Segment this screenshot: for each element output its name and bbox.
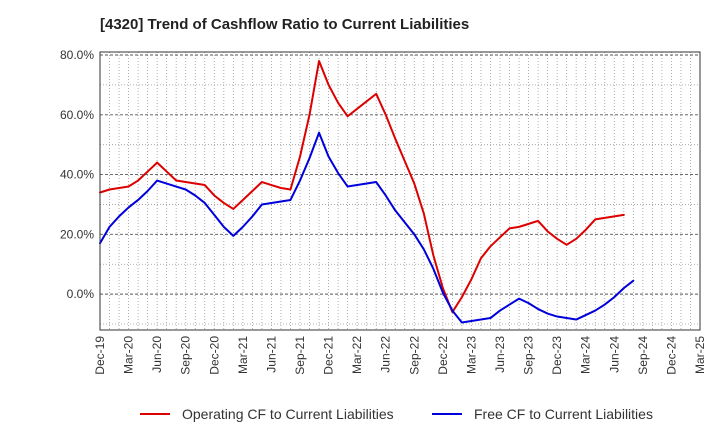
x-tick-label: Dec-20 bbox=[207, 336, 221, 375]
y-tick-label: 40.0% bbox=[60, 168, 94, 182]
x-tick-label: Sep-23 bbox=[522, 336, 536, 375]
y-tick-label: 0.0% bbox=[67, 287, 95, 301]
x-tick-label: Jun-23 bbox=[493, 336, 507, 373]
x-tick-label: Sep-24 bbox=[636, 336, 650, 375]
x-tick-label: Jun-22 bbox=[379, 336, 393, 373]
plot-area bbox=[100, 52, 700, 330]
x-tick-label: Jun-20 bbox=[150, 336, 164, 373]
grid-layer bbox=[100, 52, 700, 330]
chart-title: [4320] Trend of Cashflow Ratio to Curren… bbox=[100, 16, 470, 33]
series-line-1 bbox=[99, 131, 635, 324]
x-tick-label: Sep-20 bbox=[179, 336, 193, 375]
x-tick-label: Mar-21 bbox=[236, 336, 250, 374]
x-tick-label: Mar-24 bbox=[579, 336, 593, 374]
axis-layer: 0.0% 20.0% 40.0% 60.0% 80.0% Dec-19 Mar-20 Jun-… bbox=[60, 48, 707, 375]
x-tick-label: Mar-22 bbox=[350, 336, 364, 374]
x-tick-label: Jun-24 bbox=[607, 336, 621, 373]
x-tick-label: Mar-25 bbox=[693, 336, 707, 374]
y-tick-label: 20.0% bbox=[60, 227, 94, 241]
x-tick-label: Sep-22 bbox=[407, 336, 421, 375]
x-tick-label: Dec-23 bbox=[550, 336, 564, 375]
legend-label-1: Free CF to Current Liabilities bbox=[474, 406, 653, 422]
x-tick-label: Mar-20 bbox=[122, 336, 136, 374]
x-tick-label: Dec-21 bbox=[322, 336, 336, 375]
x-tick-label: Sep-21 bbox=[293, 336, 307, 375]
x-tick-label: Mar-23 bbox=[464, 336, 478, 374]
x-tick-label: Dec-19 bbox=[93, 336, 107, 375]
plot-border bbox=[99, 51, 701, 331]
series-line-0 bbox=[99, 59, 625, 314]
x-tick-label: Dec-24 bbox=[664, 336, 678, 375]
legend-label-0: Operating CF to Current Liabilities bbox=[182, 406, 394, 422]
y-tick-label: 80.0% bbox=[60, 48, 94, 62]
x-tick-label: Jun-21 bbox=[264, 336, 278, 373]
legend: Operating CF to Current Liabilities Free … bbox=[140, 406, 653, 422]
x-tick-label: Dec-22 bbox=[436, 336, 450, 375]
y-tick-label: 60.0% bbox=[60, 108, 94, 122]
series-layer bbox=[99, 59, 635, 324]
